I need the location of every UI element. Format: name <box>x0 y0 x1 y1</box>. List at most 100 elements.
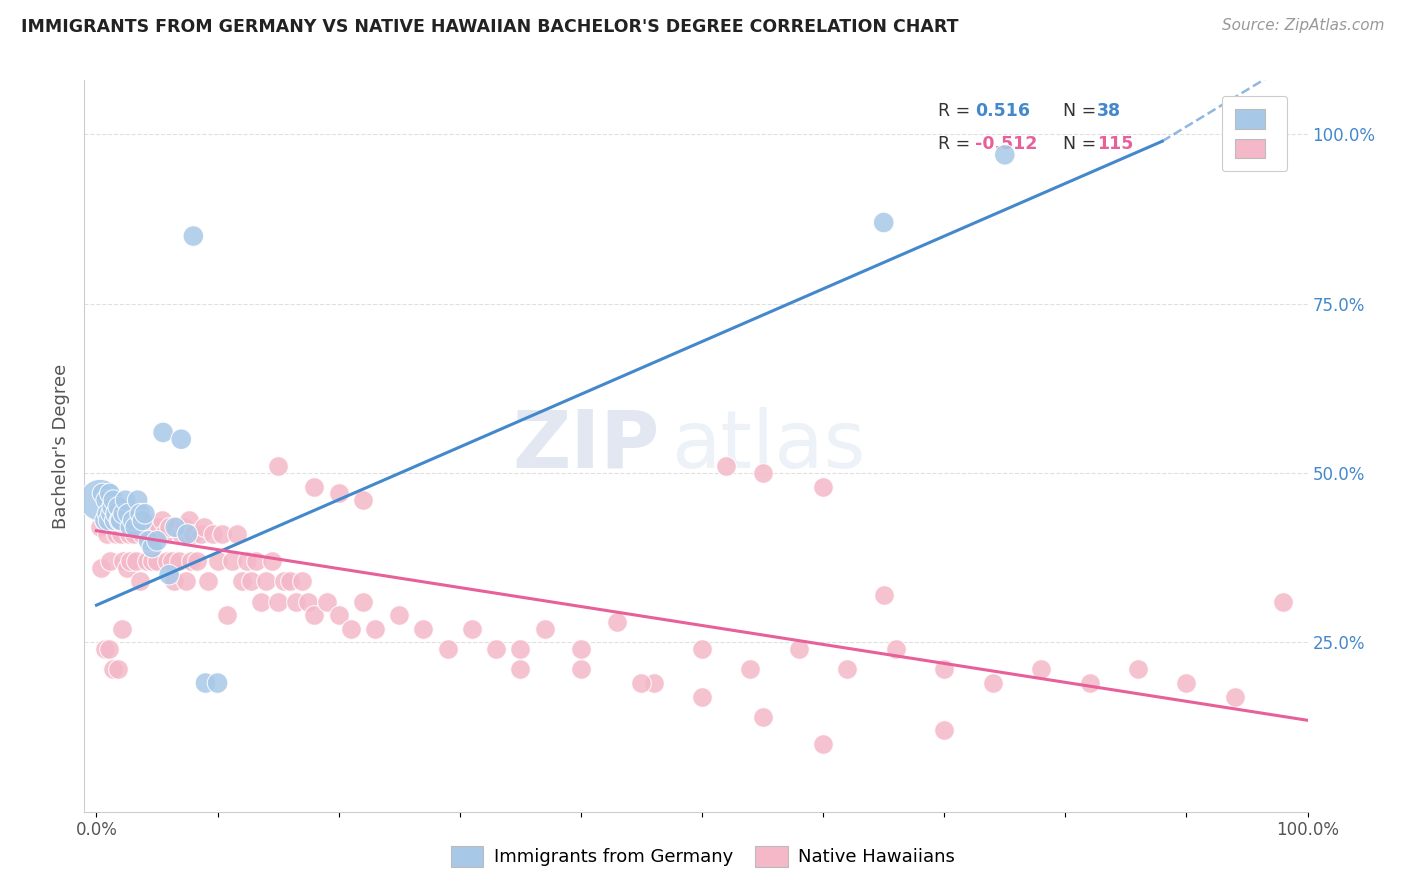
Point <box>90 561 112 575</box>
Point <box>138 533 160 548</box>
Point <box>104 520 127 534</box>
Point <box>110 514 132 528</box>
Point <box>127 493 149 508</box>
Point <box>787 642 810 657</box>
Point <box>120 554 142 568</box>
Point <box>157 520 180 534</box>
Point <box>183 229 205 244</box>
Point <box>125 554 148 568</box>
Point <box>981 676 1004 690</box>
Point <box>118 527 141 541</box>
Point <box>217 608 239 623</box>
Point <box>245 554 267 568</box>
Point <box>94 514 117 528</box>
Point <box>101 500 124 514</box>
Point <box>115 561 138 575</box>
Point <box>994 148 1017 162</box>
Point <box>91 486 114 500</box>
Point <box>388 608 411 623</box>
Point <box>221 554 243 568</box>
Point <box>211 527 233 541</box>
Point <box>129 507 152 521</box>
Point <box>96 507 118 521</box>
Point <box>96 493 118 508</box>
Point <box>509 663 531 677</box>
Point <box>811 737 834 751</box>
Point <box>197 574 219 589</box>
Point <box>630 676 652 690</box>
Text: -0.512: -0.512 <box>974 135 1038 153</box>
Point <box>186 554 208 568</box>
Point <box>173 520 195 534</box>
Point <box>1223 690 1246 704</box>
Point <box>170 527 193 541</box>
Point <box>340 622 363 636</box>
Point <box>267 459 290 474</box>
Point <box>134 507 156 521</box>
Point <box>751 466 773 480</box>
Point <box>1126 663 1149 677</box>
Point <box>103 493 125 508</box>
Point <box>240 574 263 589</box>
Point <box>226 527 249 541</box>
Text: R =: R = <box>938 102 970 120</box>
Point <box>146 533 169 548</box>
Point <box>89 520 111 534</box>
Point <box>207 554 229 568</box>
Point <box>569 642 592 657</box>
Point <box>235 554 257 568</box>
Legend: Immigrants from Germany, Native Hawaiians: Immigrants from Germany, Native Hawaiian… <box>443 838 963 874</box>
Point <box>89 493 111 508</box>
Point <box>97 642 120 657</box>
Point <box>132 514 155 528</box>
Point <box>131 527 153 541</box>
Point <box>104 527 127 541</box>
Point <box>207 676 229 690</box>
Point <box>315 595 337 609</box>
Point <box>103 663 125 677</box>
Point <box>152 425 174 440</box>
Point <box>163 574 186 589</box>
Point <box>111 622 134 636</box>
Point <box>104 507 127 521</box>
Point <box>716 459 738 474</box>
Point <box>101 514 124 528</box>
Point <box>174 574 197 589</box>
Point <box>177 514 200 528</box>
Point <box>129 574 152 589</box>
Text: 38: 38 <box>1097 102 1122 120</box>
Point <box>176 527 198 541</box>
Point <box>134 520 156 534</box>
Point <box>114 493 136 508</box>
Text: 115: 115 <box>1097 135 1133 153</box>
Point <box>569 663 592 677</box>
Point <box>139 527 162 541</box>
Point <box>1272 595 1295 609</box>
Legend: , : , <box>1222 96 1286 171</box>
Point <box>328 486 350 500</box>
Point <box>262 554 284 568</box>
Point <box>110 527 132 541</box>
Point <box>201 527 224 541</box>
Point <box>873 215 896 229</box>
Text: N =: N = <box>1063 102 1097 120</box>
Point <box>811 480 834 494</box>
Point <box>170 432 193 446</box>
Point <box>97 514 120 528</box>
Point <box>297 595 319 609</box>
Point <box>124 520 146 534</box>
Point <box>606 615 628 629</box>
Point <box>157 567 180 582</box>
Point <box>690 690 713 704</box>
Point <box>114 520 136 534</box>
Point <box>104 514 127 528</box>
Point <box>873 588 896 602</box>
Point <box>1029 663 1052 677</box>
Text: atlas: atlas <box>672 407 866 485</box>
Point <box>291 574 314 589</box>
Point <box>180 554 202 568</box>
Point <box>167 554 190 568</box>
Point <box>107 663 129 677</box>
Point <box>121 514 143 528</box>
Point <box>690 642 713 657</box>
